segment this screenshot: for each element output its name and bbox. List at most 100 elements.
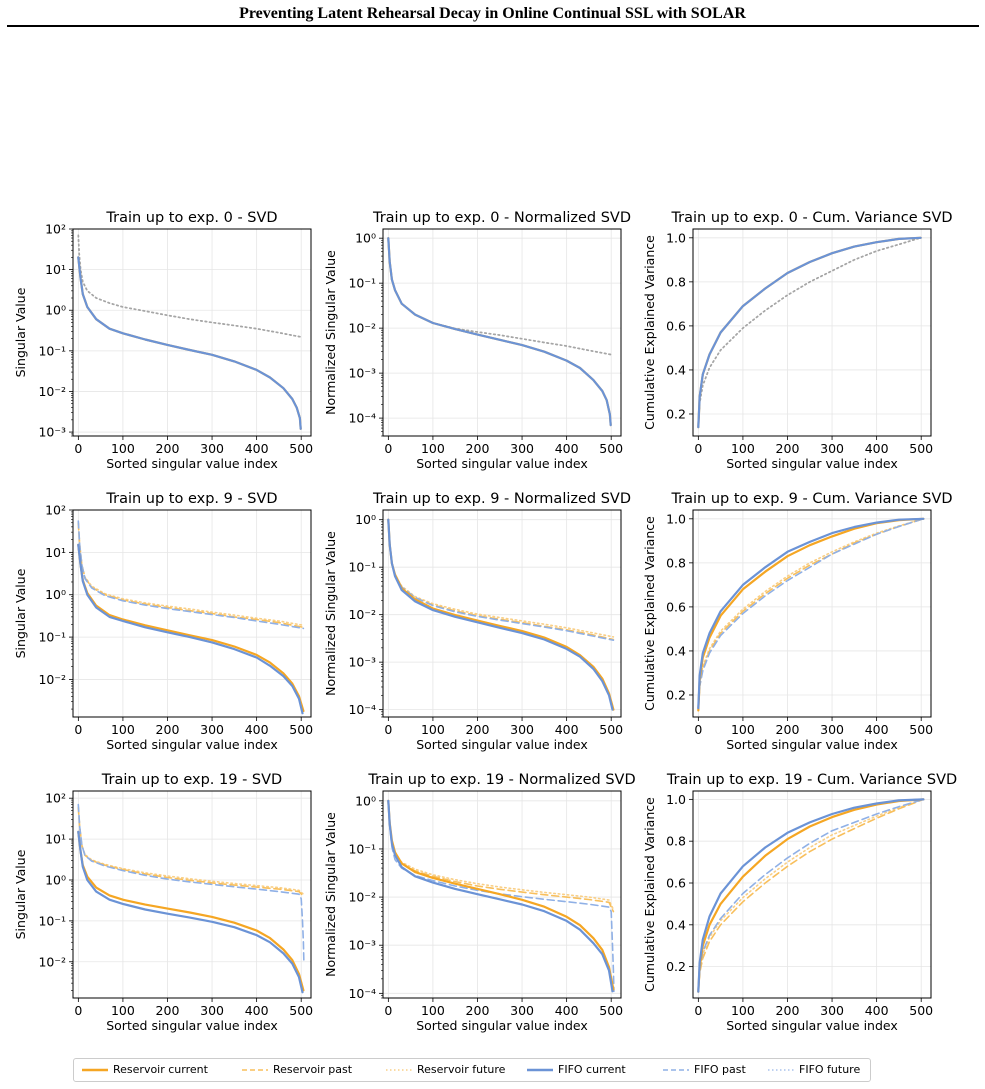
- y-tick-label: 10¹: [45, 545, 66, 560]
- x-tick-label: 500: [909, 722, 933, 737]
- y-tick-label: 0.6: [666, 599, 686, 614]
- x-tick-label: 300: [200, 441, 224, 456]
- series-line-fifo-current: [77, 256, 302, 430]
- legend-swatch: [663, 1069, 689, 1071]
- subplot-svd-exp0: 0 100 200 300 400 500 10² 10¹ 10⁰ 10⁻¹ 10⁻² 10⁻³ Tra…: [13, 210, 313, 471]
- subplot-title: Train up to exp. 0 - Normalized SVD: [372, 210, 631, 226]
- running-title: Preventing Latent Rehearsal Decay in Onl…: [239, 5, 746, 22]
- x-tick-label: 400: [245, 722, 269, 737]
- series-line-reservoir-future: [387, 518, 615, 638]
- x-tick-label: 100: [421, 722, 445, 737]
- series-line-fifo-current: [387, 518, 614, 711]
- x-axis-label: Sorted singular value index: [106, 1018, 278, 1033]
- legend-swatch: [242, 1069, 268, 1071]
- x-tick-label: 300: [820, 441, 844, 456]
- y-axis-label: Singular Value: [13, 849, 28, 939]
- series-line-fifo-current: [387, 237, 612, 427]
- series-line-reservoir-current: [697, 517, 925, 712]
- series-line-fifo-current: [77, 543, 304, 715]
- series-line-reservoir-past: [697, 518, 925, 712]
- series-line-fifo-current: [697, 517, 925, 710]
- x-tick-label: 300: [820, 1003, 844, 1018]
- subplot-title: Train up to exp. 0 - Cum. Variance SVD: [670, 210, 952, 226]
- y-tick-label: 10⁰: [45, 872, 66, 887]
- y-tick-label: 10⁻¹: [348, 276, 376, 291]
- figure-legend: Reservoir current Reservoir past Reservoir…: [73, 1058, 871, 1082]
- y-axis-label: Normalized Singular Value: [323, 531, 338, 696]
- y-tick-label: 0.4: [666, 362, 686, 377]
- y-tick-label: 10⁻¹: [38, 913, 66, 928]
- legend-label: Reservoir future: [417, 1063, 506, 1076]
- subplot-cum-exp9: 0 100 200 300 400 500 0.2 0.4 0.6 0.8 1.0 Train up …: [642, 491, 953, 752]
- subplot-norm-exp9: 0 100 200 300 400 500 10⁰ 10⁻¹ 10⁻² 10⁻³ 10⁻⁴ Train…: [323, 491, 631, 752]
- y-tick-label: 10⁻²: [38, 384, 66, 399]
- series-line-reservoir-current: [697, 236, 922, 429]
- header-rule: [7, 25, 979, 27]
- series-line-reservoir-past: [387, 518, 615, 641]
- x-tick-label: 200: [776, 441, 800, 456]
- x-tick-label: 200: [466, 722, 490, 737]
- legend-label: Reservoir current: [113, 1063, 208, 1076]
- y-tick-label: 10¹: [45, 832, 66, 847]
- y-tick-label: 10⁻²: [348, 890, 376, 905]
- series-line-reservoir-future: [697, 798, 925, 993]
- series-line-fifo-current: [697, 798, 925, 993]
- x-axis-label: Sorted singular value index: [106, 737, 278, 752]
- axes-frame: [382, 509, 622, 718]
- x-tick-label: 200: [156, 722, 180, 737]
- x-tick-label: 400: [245, 441, 269, 456]
- x-tick-label: 0: [74, 441, 82, 456]
- y-tick-label: 10⁻³: [38, 425, 66, 440]
- legend-label: Reservoir past: [273, 1063, 353, 1076]
- x-tick-label: 100: [111, 1003, 135, 1018]
- x-tick-label: 400: [865, 722, 889, 737]
- y-tick-label: 10⁻²: [38, 954, 66, 969]
- series-line-fifo-current: [387, 799, 614, 993]
- axes-frame: [72, 509, 312, 718]
- page-header: Preventing Latent Rehearsal Decay in Onl…: [0, 0, 985, 28]
- x-tick-label: 300: [200, 722, 224, 737]
- x-tick-label: 200: [466, 441, 490, 456]
- y-tick-label: 10⁻¹: [348, 560, 376, 575]
- x-axis-label: Sorted singular value index: [416, 737, 588, 752]
- y-axis-label: Cumulative Explained Variance: [642, 516, 657, 711]
- y-tick-label: 10⁻²: [38, 672, 66, 687]
- y-tick-label: 0.4: [666, 917, 686, 932]
- y-tick-label: 10⁻²: [348, 607, 376, 622]
- x-tick-label: 200: [776, 722, 800, 737]
- y-tick-label: 10⁻³: [348, 655, 376, 670]
- x-tick-label: 300: [200, 1003, 224, 1018]
- subplot-title: Train up to exp. 19 - Normalized SVD: [367, 772, 635, 788]
- axes-frame: [692, 228, 932, 437]
- series-line-reservoir-future: [697, 518, 925, 712]
- x-tick-label: 300: [510, 722, 534, 737]
- x-tick-label: 500: [289, 722, 313, 737]
- y-tick-label: 0.6: [666, 318, 686, 333]
- y-tick-label: 1.0: [666, 792, 686, 807]
- x-axis-label: Sorted singular value index: [416, 1018, 588, 1033]
- x-tick-label: 0: [384, 1003, 392, 1018]
- subplot-title: Train up to exp. 9 - Normalized SVD: [372, 491, 631, 507]
- axes-frame: [382, 790, 622, 999]
- series-line-reservoir-past: [77, 806, 305, 898]
- y-tick-label: 0.8: [666, 274, 686, 289]
- series-line-reservoir-current: [387, 237, 612, 427]
- y-tick-label: 10⁻¹: [348, 841, 376, 856]
- series-line-reservoir-future: [77, 234, 302, 338]
- axes-frame: [692, 790, 932, 999]
- y-tick-label: 0.8: [666, 555, 686, 570]
- x-tick-label: 200: [156, 1003, 180, 1018]
- x-tick-label: 200: [466, 1003, 490, 1018]
- x-axis-label: Sorted singular value index: [416, 456, 588, 471]
- x-tick-label: 0: [384, 441, 392, 456]
- x-tick-label: 500: [599, 441, 623, 456]
- legend-label: FIFO past: [694, 1063, 746, 1076]
- axes-frame: [72, 228, 312, 437]
- x-axis-label: Sorted singular value index: [726, 1018, 898, 1033]
- y-tick-label: 10⁻²: [348, 321, 376, 336]
- series-line-fifo-future: [697, 237, 922, 428]
- x-axis-label: Sorted singular value index: [106, 456, 278, 471]
- x-tick-label: 400: [555, 1003, 579, 1018]
- x-tick-label: 500: [909, 1003, 933, 1018]
- y-tick-label: 10²: [45, 503, 66, 518]
